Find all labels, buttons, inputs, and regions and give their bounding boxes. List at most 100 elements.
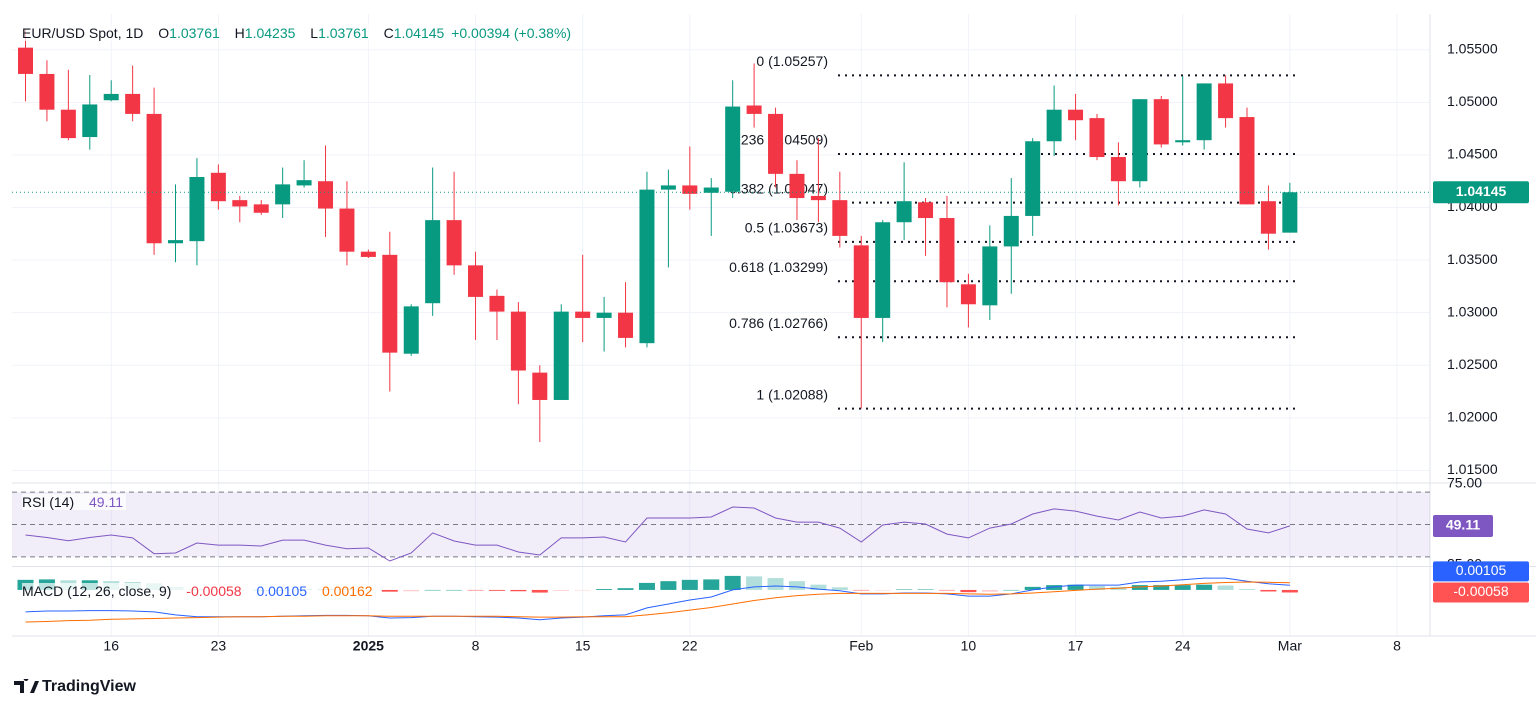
candle-body xyxy=(746,105,762,114)
y-tick-label: 1.02500 xyxy=(1447,356,1498,372)
candle-body xyxy=(125,93,141,114)
candle-body xyxy=(1175,140,1191,143)
candle-body xyxy=(360,251,376,257)
x-tick-label: 10 xyxy=(961,638,977,654)
candle-body xyxy=(446,220,462,266)
histogram-bar xyxy=(724,575,741,590)
rsi-tick-label: 75.00 xyxy=(1447,475,1482,491)
y-tick-label: 1.05000 xyxy=(1447,93,1498,109)
x-tick-label: 16 xyxy=(103,638,119,654)
candle-body xyxy=(189,177,205,242)
histogram-bar xyxy=(1238,589,1255,590)
candle-body xyxy=(1025,141,1041,216)
x-tick-label: 2025 xyxy=(353,638,384,654)
candle-body xyxy=(1282,192,1298,233)
histogram-bar xyxy=(1217,585,1234,590)
x-tick-label: 8 xyxy=(472,638,480,654)
candle-body xyxy=(918,202,934,219)
candle-body xyxy=(660,185,676,190)
histogram-bar xyxy=(403,589,420,592)
candle-body xyxy=(232,200,248,207)
histogram-bar xyxy=(1003,589,1020,591)
y-tick-label: 1.02000 xyxy=(1447,409,1498,425)
macd-value: 0.00105 xyxy=(256,583,308,599)
histogram-bar xyxy=(446,589,463,591)
candle-body xyxy=(146,113,162,244)
histogram-bar xyxy=(1024,586,1041,590)
close-value: 1.04145 xyxy=(393,25,445,41)
fib-label: 0.786 (1.02766) xyxy=(729,315,828,331)
rsi-legend: RSI (14) 49.11 xyxy=(22,494,127,510)
histogram-bar xyxy=(917,589,934,590)
candle-body xyxy=(532,372,548,400)
price-label-box xyxy=(1433,181,1529,204)
histogram-bar xyxy=(767,578,784,590)
candle-body xyxy=(789,173,805,199)
histogram-bar xyxy=(853,589,870,591)
histogram-bar xyxy=(703,579,720,590)
histogram-bar xyxy=(617,588,634,590)
candle-body xyxy=(39,73,55,110)
x-tick-label: 24 xyxy=(1175,638,1191,654)
candle-body xyxy=(489,295,505,312)
brand: TradingView xyxy=(14,678,136,696)
candle-body xyxy=(639,189,655,344)
histogram-bar xyxy=(1174,585,1191,590)
candle-body xyxy=(1003,215,1019,247)
histogram-bar xyxy=(1088,585,1105,590)
candle-body xyxy=(575,311,591,318)
rsi-band xyxy=(12,492,1430,557)
open-value: 1.03761 xyxy=(169,25,220,41)
histogram-bar xyxy=(1131,585,1148,590)
candle-body xyxy=(425,220,441,304)
candle-body xyxy=(1110,157,1126,182)
candle-body xyxy=(1089,118,1105,158)
candle-body xyxy=(510,311,526,371)
histogram-bar xyxy=(896,589,913,590)
x-tick-label: 22 xyxy=(682,638,698,654)
rsi-label-box xyxy=(1433,514,1493,537)
candle-body xyxy=(725,106,741,192)
histogram-bar xyxy=(810,584,827,590)
candle-body xyxy=(82,104,98,138)
candle-body xyxy=(810,195,826,201)
histogram-bar xyxy=(574,589,591,591)
fib-label: 0.5 (1.03673) xyxy=(745,220,828,236)
candle-body xyxy=(168,240,184,244)
y-tick-label: 1.04500 xyxy=(1447,146,1498,162)
price-label: 1.04145 xyxy=(1456,183,1507,199)
fib-label: 0.618 (1.03299) xyxy=(729,259,828,275)
candle-body xyxy=(403,306,419,354)
histogram-label-box xyxy=(1433,582,1529,603)
histogram-bar xyxy=(1196,584,1213,590)
y-tick-label: 1.01500 xyxy=(1447,461,1498,477)
fib-label: 0 (1.05257) xyxy=(756,53,828,69)
signal-line xyxy=(25,581,1290,623)
histogram-bar xyxy=(1260,589,1277,592)
x-tick-label: 15 xyxy=(575,638,591,654)
candle-body xyxy=(853,245,869,318)
candle-body xyxy=(682,185,698,194)
rsi-name: RSI (14) xyxy=(22,494,75,510)
histogram-bar xyxy=(1281,589,1298,593)
fib-label: 0.382 (1.04047) xyxy=(729,180,828,196)
y-tick-label: 1.03500 xyxy=(1447,251,1498,267)
histogram-bar xyxy=(981,589,998,592)
macd-legend: MACD (12, 26, close, 9) -0.00058 0.00105… xyxy=(22,583,376,599)
macd-label: 0.00105 xyxy=(1456,562,1507,578)
candle-body xyxy=(1196,83,1212,141)
open-prefix: O xyxy=(158,25,170,41)
fib-label: 1 (1.02088) xyxy=(756,386,828,402)
candle-body xyxy=(703,187,719,193)
low-value: 1.03761 xyxy=(318,25,369,41)
histogram-bar xyxy=(1153,585,1170,590)
candle-body xyxy=(468,265,484,297)
candle-body xyxy=(1046,109,1062,142)
macd-label-box xyxy=(1433,561,1529,582)
candle-body xyxy=(318,181,334,209)
candle-body xyxy=(1153,99,1169,145)
histogram-bar xyxy=(681,579,698,590)
symbol: EUR/USD Spot, 1D xyxy=(22,25,144,41)
candle-body xyxy=(596,312,612,318)
